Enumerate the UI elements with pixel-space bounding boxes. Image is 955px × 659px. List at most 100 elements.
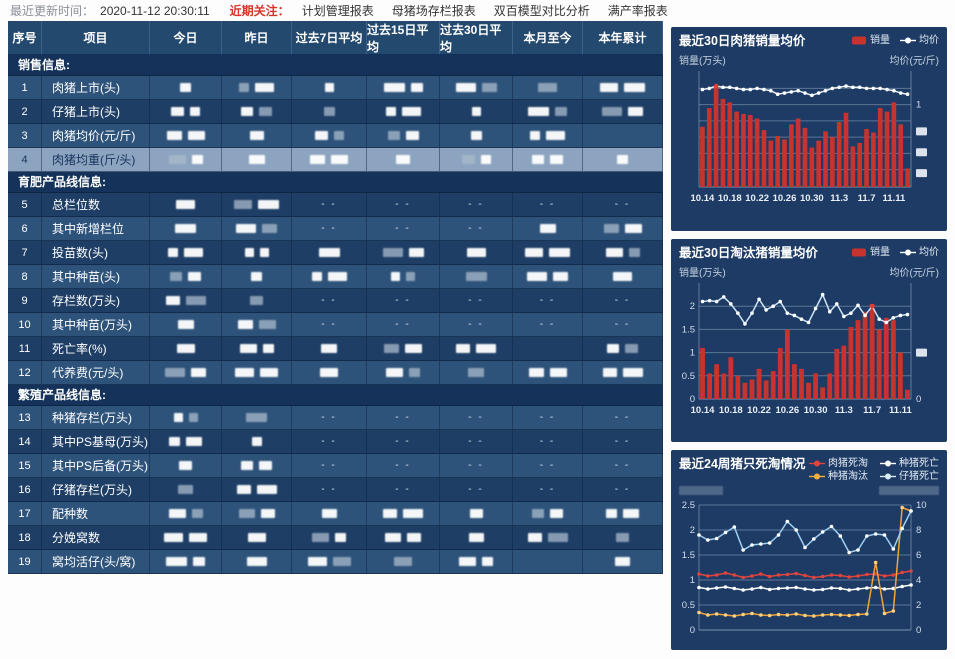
- table-row[interactable]: 12 代养费(元/头): [8, 361, 663, 385]
- redacted-value: [191, 368, 206, 377]
- chart-weekly-death-cull-header: 最近24周猪只死淘情况 肉猪死淘 种猪死亡 种猪淘汰 仔猪死亡: [679, 457, 939, 483]
- redacted-value: [168, 155, 186, 164]
- svg-text:0: 0: [690, 394, 695, 405]
- redacted-value: [246, 413, 267, 422]
- table-row[interactable]: 15 其中PS后备(万头) - - - - - - - - - -: [8, 454, 663, 478]
- redacted-value: [550, 155, 563, 164]
- svg-text:0: 0: [690, 625, 695, 636]
- redacted-value: [396, 155, 410, 164]
- table-row[interactable]: 8 其中种苗(头): [8, 265, 663, 289]
- dash-value: - -: [614, 484, 631, 495]
- legend-种猪死亡[interactable]: 种猪死亡: [880, 457, 939, 470]
- dash-value: - -: [321, 223, 337, 234]
- section-header-2: 育肥产品线信息:: [8, 172, 663, 193]
- chart-weekly-death-cull: 最近24周猪只死淘情况 肉猪死淘 种猪死亡 种猪淘汰 仔猪死亡 2.5 2 1.5 1 0.5 0 1…: [671, 450, 947, 650]
- data-cell: - -: [367, 289, 440, 312]
- report-link-1[interactable]: 计划管理报表: [301, 4, 374, 18]
- table-row[interactable]: 14 其中PS基母(万头) - - - - - - - - - -: [8, 430, 663, 454]
- table-row[interactable]: 3 肉猪均价(元/斤): [8, 124, 663, 148]
- row-number: 12: [8, 361, 42, 384]
- table-row[interactable]: 9 存栏数(万头) - - - - - - - - - -: [8, 289, 663, 313]
- table-row[interactable]: 6 其中新增栏位 - - - - - -: [8, 217, 663, 241]
- table-row[interactable]: 2 仔猪上市(头): [8, 100, 663, 124]
- dash-value: - -: [395, 436, 411, 447]
- row-label: 肉猪均价(元/斤): [42, 124, 150, 147]
- table-row[interactable]: 5 总栏位数 - - - - - - - - - -: [8, 193, 663, 217]
- table-row[interactable]: 4 肉猪均重(斤/头): [8, 148, 663, 172]
- redacted-value: [236, 485, 251, 494]
- table-row[interactable]: 19 窝均活仔(头/窝): [8, 550, 663, 574]
- table-row[interactable]: 1 肉猪上市(头): [8, 76, 663, 100]
- dash-value: - -: [539, 412, 556, 423]
- data-cell: [367, 100, 440, 123]
- redacted-value: [615, 557, 630, 566]
- svg-text:11.11: 11.11: [889, 405, 912, 416]
- data-cell: [292, 502, 367, 525]
- svg-text:1.5: 1.5: [682, 324, 695, 335]
- legend-label: 销量: [870, 247, 890, 258]
- redacted-value: [180, 83, 191, 92]
- left-axis-label-redacted: [679, 486, 723, 495]
- redacted-value: [165, 296, 180, 305]
- row-number: 2: [8, 100, 42, 123]
- report-link-4[interactable]: 满产率报表: [607, 4, 668, 18]
- row-label: 分娩窝数: [42, 526, 150, 549]
- redacted-value: [258, 320, 276, 329]
- redacted-value: [241, 461, 253, 470]
- redacted-value: [262, 344, 274, 353]
- row-number: 7: [8, 241, 42, 264]
- row-number: 15: [8, 454, 42, 477]
- redacted-value: [603, 224, 619, 233]
- legend-销量[interactable]: 销量: [851, 34, 890, 47]
- chart-pork-sales-price-header: 最近30日肉猪销量均价 销量 均价: [679, 34, 939, 49]
- redacted-value: [251, 272, 262, 281]
- data-cell: [222, 361, 292, 384]
- data-cell: - -: [367, 430, 440, 453]
- charts-column: 最近30日肉猪销量均价 销量 均价 销量(万头) 均价(元/斤) 1 10.14 10.18 1…: [671, 21, 947, 650]
- redacted-value: [394, 557, 412, 566]
- table-row[interactable]: 16 仔猪存栏(万头) - - - - - - - - - -: [8, 478, 663, 502]
- redacted-value: [193, 557, 205, 566]
- legend-销量[interactable]: 销量: [851, 246, 890, 259]
- redacted-value: [617, 155, 628, 164]
- dash-value: - -: [395, 319, 411, 330]
- legend-均价[interactable]: 均价: [900, 34, 939, 47]
- row-label: 代养费(元/头): [42, 361, 150, 384]
- data-cell: [440, 502, 513, 525]
- column-header: 本年累计: [583, 21, 663, 55]
- redacted-value: [539, 224, 556, 233]
- row-label: 种猪存栏(万头): [42, 406, 150, 429]
- redacted-value: [382, 248, 403, 257]
- table-row[interactable]: 18 分娩窝数: [8, 526, 663, 550]
- row-number: 14: [8, 430, 42, 453]
- redacted-value: [238, 509, 255, 518]
- svg-text:10.22: 10.22: [745, 193, 769, 204]
- legend-均价[interactable]: 均价: [900, 246, 939, 259]
- report-link-3[interactable]: 双百模型对比分析: [493, 4, 590, 18]
- table-row[interactable]: 13 种猪存栏(万头) - - - - - - - - - -: [8, 406, 663, 430]
- redacted-value: [186, 437, 202, 446]
- redacted-value: [247, 533, 266, 542]
- redacted-value: [190, 107, 200, 116]
- data-cell: [292, 76, 367, 99]
- legend-仔猪死亡[interactable]: 仔猪死亡: [880, 470, 939, 483]
- redacted-value: [327, 272, 347, 281]
- redacted-value: [471, 107, 481, 116]
- dash-value: - -: [539, 436, 556, 447]
- table-row[interactable]: 7 投苗数(头): [8, 241, 663, 265]
- svg-text:2: 2: [690, 301, 695, 312]
- redacted-value: [455, 83, 476, 92]
- data-cell: [150, 289, 222, 312]
- table-row[interactable]: 10 其中种苗(万头) - - - - - - - - - -: [8, 313, 663, 337]
- data-cell: [292, 361, 367, 384]
- dash-value: - -: [395, 199, 411, 210]
- legend-label: 均价: [919, 35, 939, 46]
- data-cell: - -: [583, 478, 663, 501]
- report-link-2[interactable]: 母猪场存栏报表: [391, 4, 476, 18]
- table-row[interactable]: 11 死亡率(%): [8, 337, 663, 361]
- legend-种猪淘汰[interactable]: 种猪淘汰: [809, 470, 868, 483]
- row-label: 死亡率(%): [42, 337, 150, 360]
- row-label: 投苗数(头): [42, 241, 150, 264]
- table-row[interactable]: 17 配种数: [8, 502, 663, 526]
- legend-肉猪死淘[interactable]: 肉猪死淘: [809, 457, 868, 470]
